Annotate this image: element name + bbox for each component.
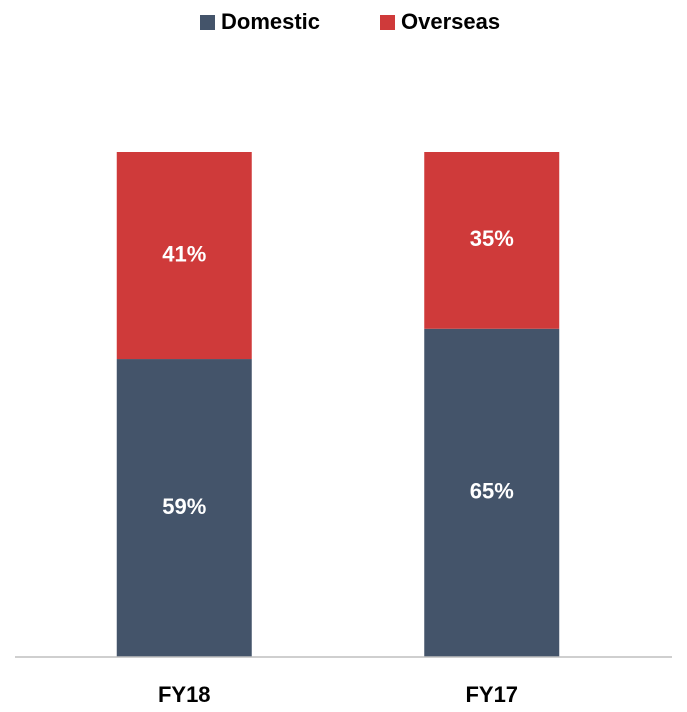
legend-label: Domestic <box>221 9 320 34</box>
data-label: 41% <box>162 241 206 266</box>
legend-swatch <box>200 15 215 30</box>
x-tick-label: FY17 <box>465 682 518 707</box>
bar-segment <box>424 328 560 657</box>
bar-segment <box>116 152 252 360</box>
data-label: 59% <box>162 494 206 519</box>
bar-segment <box>424 152 560 329</box>
legend-label: Overseas <box>401 9 500 34</box>
data-label: 35% <box>470 226 514 251</box>
legend-swatch <box>380 15 395 30</box>
bar-segment <box>116 359 252 657</box>
x-tick-label: FY18 <box>158 682 211 707</box>
data-label: 65% <box>470 479 514 504</box>
